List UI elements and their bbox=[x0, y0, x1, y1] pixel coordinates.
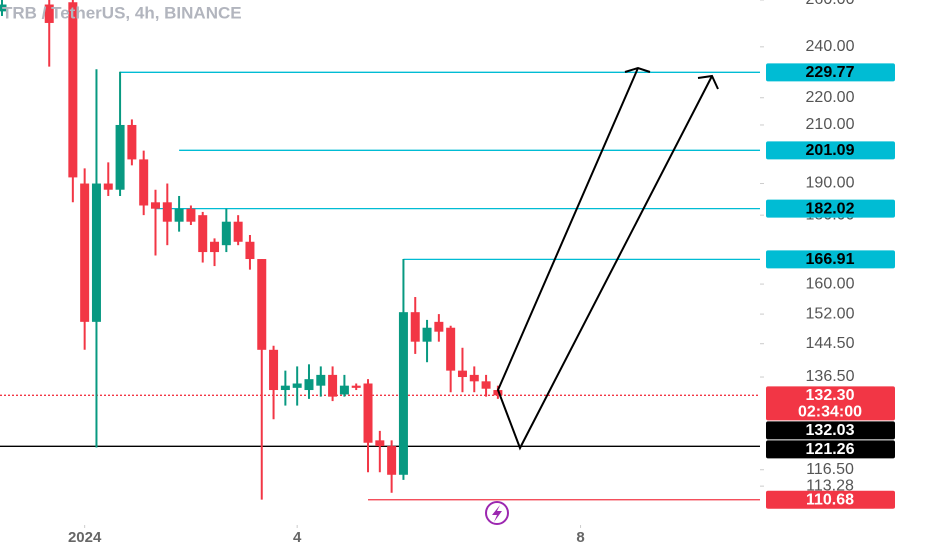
price-label: 166.91 bbox=[806, 251, 855, 268]
candle-body bbox=[387, 446, 397, 475]
y-tick-label: 210.00 bbox=[806, 116, 855, 133]
candles bbox=[0, 0, 503, 500]
candle-body bbox=[316, 374, 326, 386]
price-label: 201.09 bbox=[806, 142, 855, 159]
candle-body bbox=[257, 259, 267, 350]
icon-circle bbox=[485, 501, 509, 525]
candle-body bbox=[44, 4, 54, 23]
grid-layer: 260.00240.00220.00210.00190.00180.00160.… bbox=[0, 0, 855, 546]
candle-body bbox=[115, 124, 125, 190]
candle-body bbox=[127, 124, 137, 160]
candle-body bbox=[269, 349, 279, 391]
icon-bolt bbox=[492, 505, 502, 522]
price-label: 229.77 bbox=[806, 64, 855, 81]
candle-body bbox=[363, 383, 373, 443]
y-tick-label: 136.50 bbox=[806, 368, 855, 385]
candle-body bbox=[304, 379, 314, 391]
x-tick-label: 2024 bbox=[68, 529, 102, 546]
y-tick-label: 240.00 bbox=[806, 38, 855, 55]
candle-body bbox=[91, 183, 101, 322]
candle-body bbox=[434, 321, 444, 332]
candle-body bbox=[398, 312, 408, 475]
drawing-arrows bbox=[496, 66, 719, 451]
arrow-head bbox=[624, 66, 651, 73]
y-tick-label: 220.00 bbox=[806, 89, 855, 106]
price-label-box bbox=[766, 490, 895, 509]
y-tick-label: 260.00 bbox=[806, 0, 855, 8]
axis-layer: 229.77201.09182.02166.91132.3002:34:0013… bbox=[766, 63, 895, 509]
replay-icon[interactable] bbox=[485, 501, 509, 525]
x-tick-label: 4 bbox=[293, 529, 302, 546]
candle-body bbox=[210, 241, 220, 253]
candle-body bbox=[0, 4, 7, 12]
candle-body bbox=[245, 241, 255, 260]
price-label-box bbox=[766, 440, 895, 459]
candle-body bbox=[150, 202, 160, 209]
countdown-label: 02:34:00 bbox=[798, 404, 862, 421]
candle-body bbox=[446, 327, 456, 371]
price-label: 132.03 bbox=[806, 422, 855, 439]
y-tick-label: 113.28 bbox=[806, 477, 854, 494]
price-label: 110.68 bbox=[806, 491, 854, 508]
price-label-box bbox=[766, 386, 895, 421]
y-tick-label: 190.00 bbox=[806, 175, 855, 192]
candle-body bbox=[68, 2, 78, 178]
candle-body bbox=[292, 383, 302, 388]
candle-body bbox=[162, 202, 172, 222]
candle-body bbox=[80, 183, 90, 322]
candle-body bbox=[186, 208, 196, 222]
candle-body bbox=[103, 183, 113, 190]
candle-body bbox=[280, 385, 290, 391]
candle-body bbox=[457, 370, 467, 378]
price-label: 182.02 bbox=[806, 200, 855, 217]
chart-title: TRB / TetherUS, 4h, BINANCE bbox=[2, 3, 242, 22]
candle-body bbox=[469, 374, 479, 382]
candle-body bbox=[493, 390, 503, 396]
price-label-box bbox=[766, 250, 895, 269]
candle-body bbox=[174, 208, 184, 222]
candle-body bbox=[139, 159, 149, 206]
candle-body bbox=[328, 374, 338, 397]
y-tick-label: 144.50 bbox=[806, 335, 855, 352]
y-tick-label: 116.50 bbox=[806, 461, 854, 478]
candle-body bbox=[481, 381, 491, 389]
arrow-path bbox=[496, 67, 713, 451]
candle-body bbox=[375, 440, 385, 447]
candle-body bbox=[410, 312, 420, 342]
price-label-box bbox=[766, 141, 895, 160]
candle-body bbox=[339, 385, 349, 395]
arrow-head bbox=[697, 74, 719, 90]
candle-body bbox=[422, 327, 432, 342]
price-label: 121.26 bbox=[806, 441, 855, 458]
price-label-box bbox=[766, 421, 895, 440]
candle-body bbox=[351, 385, 361, 388]
price-label-box bbox=[766, 199, 895, 218]
y-tick-label: 160.00 bbox=[806, 275, 855, 292]
candle-body bbox=[198, 215, 208, 253]
candle-body bbox=[233, 221, 243, 242]
candle-body bbox=[221, 221, 231, 246]
price-label-box bbox=[766, 63, 895, 82]
price-label: 132.30 bbox=[806, 387, 855, 404]
x-tick-label: 8 bbox=[576, 529, 584, 546]
y-tick-label: 152.00 bbox=[806, 305, 855, 322]
